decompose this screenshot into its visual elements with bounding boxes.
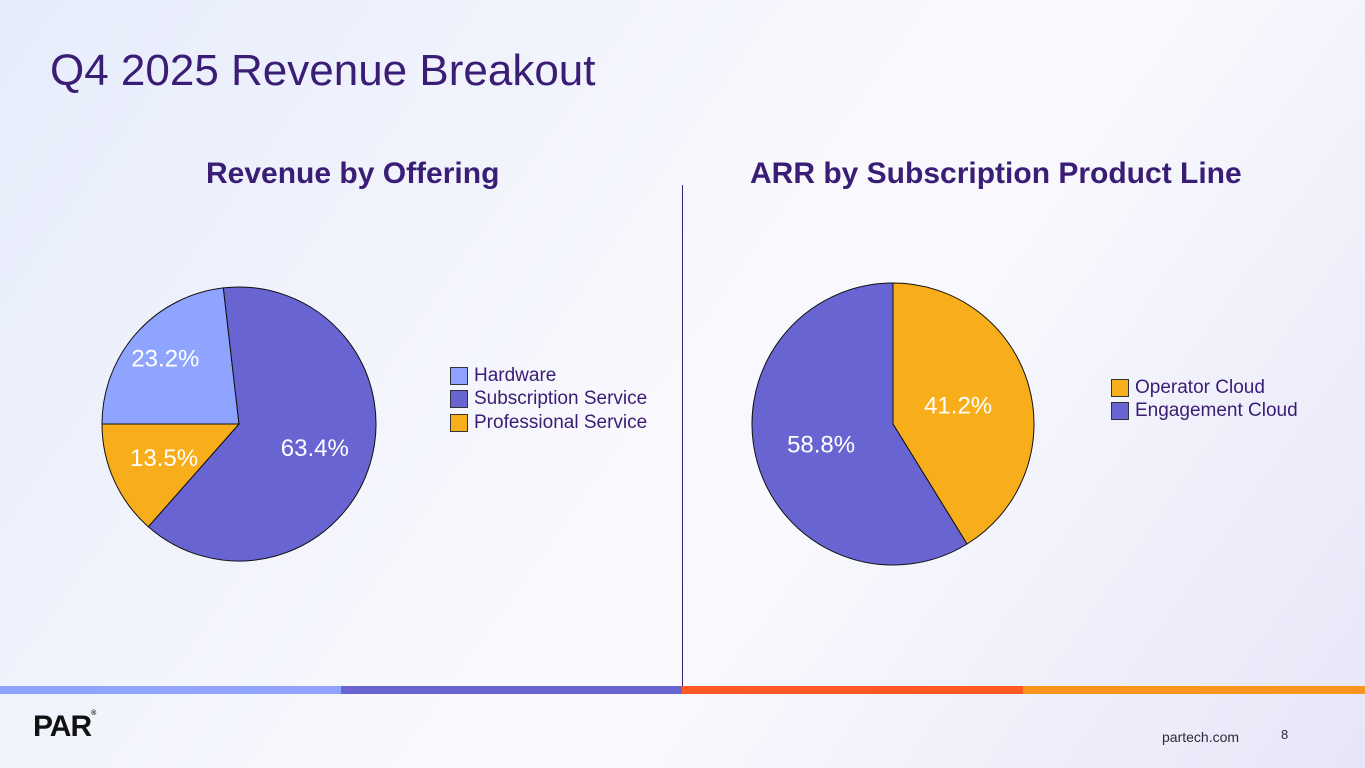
chart-title-revenue-by-offering: Revenue by Offering <box>206 157 500 190</box>
pie-chart-revenue-by-offering: 23.2% 63.4% 13.5% <box>101 286 377 562</box>
data-label-professional-service: 13.5% <box>130 445 198 472</box>
legend-label-professional-service: Professional Service <box>474 411 648 433</box>
pie-slice-hardware <box>101 287 240 425</box>
legend-arr-by-product-line: Operator Cloud Engagement Cloud <box>1111 376 1298 423</box>
legend-item-professional-service: Professional Service <box>450 411 647 435</box>
data-label-engagement-cloud: 58.8% <box>787 431 855 458</box>
legend-item-subscription-service: Subscription Service <box>450 388 647 412</box>
legend-swatch-professional-service <box>450 413 468 432</box>
legend-item-engagement-cloud: Engagement Cloud <box>1111 400 1298 424</box>
legend-swatch-hardware <box>450 366 468 385</box>
registered-mark: ® <box>91 710 97 717</box>
pie-slice-professional-service <box>101 423 241 528</box>
pie-slice-engagement-cloud <box>751 282 968 566</box>
legend-swatch-operator-cloud <box>1111 378 1129 397</box>
pie-slice-operator-cloud <box>892 282 1035 545</box>
legend-item-hardware: Hardware <box>450 364 647 388</box>
footer-stripe-4 <box>1023 686 1365 694</box>
legend-swatch-subscription-service <box>450 390 468 409</box>
data-label-subscription-service: 63.4% <box>281 435 349 462</box>
par-logo-text: PAR <box>33 710 92 743</box>
legend-revenue-by-offering: Hardware Subscription Service Profession… <box>450 364 647 435</box>
legend-item-operator-cloud: Operator Cloud <box>1111 376 1298 400</box>
chart-title-arr-by-product-line: ARR by Subscription Product Line <box>750 157 1242 190</box>
data-label-operator-cloud: 41.2% <box>924 393 992 420</box>
legend-label-operator-cloud: Operator Cloud <box>1135 376 1265 398</box>
data-label-hardware: 23.2% <box>131 345 199 372</box>
footer-url: partech.com <box>1162 729 1240 745</box>
par-logo: PAR® <box>33 710 96 744</box>
pie-chart-arr-by-product-line: 41.2% 58.8% <box>751 282 1035 566</box>
footer-stripe-2 <box>341 686 683 694</box>
slide-title: Q4 2025 Revenue Breakout <box>50 46 596 95</box>
legend-label-engagement-cloud: Engagement Cloud <box>1135 400 1298 422</box>
pie-slice-subscription-service <box>147 286 377 562</box>
footer-stripe-3 <box>682 686 1024 694</box>
vertical-divider <box>682 185 683 690</box>
legend-label-hardware: Hardware <box>474 364 557 386</box>
legend-swatch-engagement-cloud <box>1111 402 1129 421</box>
legend-label-subscription-service: Subscription Service <box>474 388 648 410</box>
footer-stripe-1 <box>0 686 342 694</box>
page-number: 8 <box>1281 727 1289 742</box>
